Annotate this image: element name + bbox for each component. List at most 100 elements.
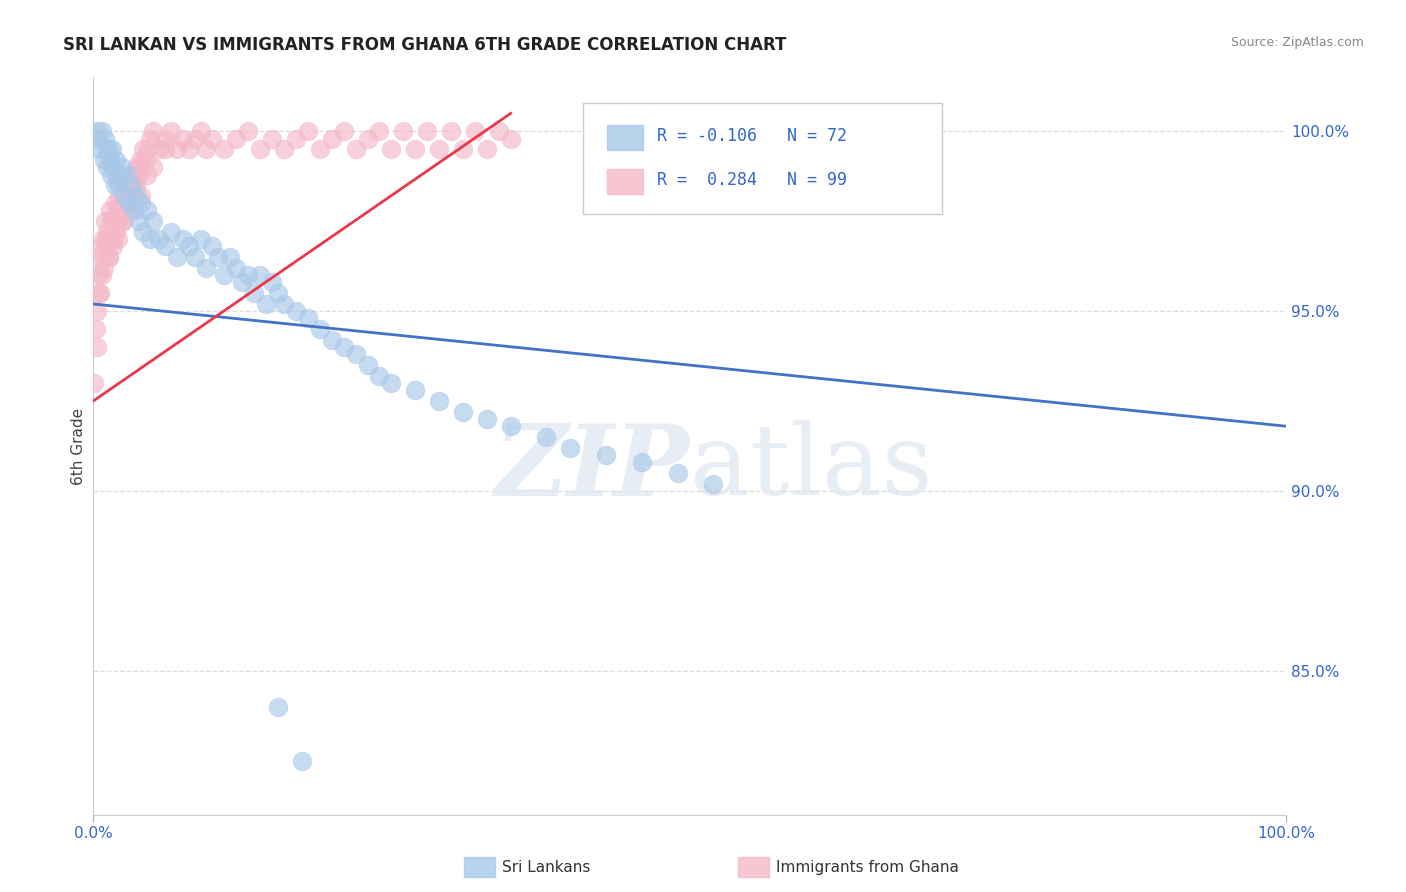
Point <box>115 168 138 182</box>
Point <box>96 239 118 253</box>
Point <box>89 142 111 156</box>
Point <box>120 189 142 203</box>
Point <box>536 430 558 444</box>
Point <box>190 232 212 246</box>
Point <box>159 225 181 239</box>
Text: SRI LANKAN VS IMMIGRANTS FROM GHANA 6TH GRADE CORRELATION CHART: SRI LANKAN VS IMMIGRANTS FROM GHANA 6TH … <box>63 36 786 54</box>
Point <box>111 214 134 228</box>
Y-axis label: 6th Grade: 6th Grade <box>72 408 86 484</box>
Point <box>87 268 110 283</box>
Point <box>214 142 236 156</box>
Point <box>666 466 689 480</box>
Point <box>238 268 260 283</box>
Point <box>249 142 271 156</box>
Point <box>238 124 260 138</box>
Point <box>103 232 125 246</box>
Point <box>267 699 290 714</box>
Point <box>225 260 247 275</box>
Text: ZIP: ZIP <box>495 420 689 516</box>
Point <box>112 189 135 203</box>
Point <box>291 754 314 768</box>
Point <box>111 214 134 228</box>
Point <box>91 232 114 246</box>
Point <box>97 250 120 264</box>
Text: Immigrants from Ghana: Immigrants from Ghana <box>776 860 959 874</box>
Point <box>172 232 194 246</box>
Point <box>93 153 115 168</box>
Point <box>142 214 165 228</box>
Point <box>249 268 271 283</box>
Point <box>108 178 131 193</box>
Point <box>153 131 176 145</box>
Point <box>128 214 150 228</box>
Point <box>103 161 125 175</box>
Point <box>89 286 111 301</box>
Point <box>273 297 295 311</box>
Point <box>475 142 498 156</box>
Point <box>110 203 132 218</box>
Point <box>122 203 145 218</box>
Point <box>104 178 127 193</box>
Point <box>129 161 152 175</box>
Point <box>120 178 142 193</box>
Point <box>104 153 127 168</box>
Point <box>96 232 118 246</box>
Point <box>96 142 118 156</box>
Point <box>132 142 155 156</box>
Point <box>101 214 124 228</box>
Point <box>100 232 122 246</box>
Text: atlas: atlas <box>689 420 932 516</box>
Point <box>121 178 143 193</box>
Point <box>118 203 141 218</box>
Point <box>273 142 295 156</box>
Point <box>225 131 247 145</box>
Point <box>148 232 170 246</box>
Point <box>475 412 498 426</box>
Point <box>148 142 170 156</box>
Point <box>499 419 522 434</box>
Point <box>332 124 354 138</box>
Point <box>101 142 124 156</box>
Point <box>440 124 463 138</box>
Point <box>243 286 266 301</box>
Point <box>94 131 117 145</box>
Point <box>127 161 149 175</box>
Point <box>114 203 136 218</box>
Point <box>183 250 205 264</box>
Point <box>104 196 127 211</box>
Point <box>107 214 129 228</box>
Point <box>404 383 426 397</box>
Point <box>111 161 134 175</box>
Point <box>98 203 121 218</box>
Point <box>201 131 224 145</box>
Point <box>404 142 426 156</box>
Point <box>84 131 107 145</box>
Point <box>142 124 165 138</box>
Point <box>129 196 152 211</box>
Point <box>183 131 205 145</box>
Point <box>488 124 510 138</box>
Point <box>103 239 125 253</box>
Point <box>262 131 284 145</box>
Point <box>172 131 194 145</box>
Point <box>142 161 165 175</box>
Point <box>201 239 224 253</box>
Point <box>214 268 236 283</box>
Point <box>177 239 200 253</box>
Point <box>104 225 127 239</box>
Point <box>125 189 148 203</box>
Point <box>98 153 121 168</box>
Point <box>97 142 120 156</box>
Text: Source: ZipAtlas.com: Source: ZipAtlas.com <box>1230 36 1364 49</box>
Point <box>332 340 354 354</box>
Point <box>464 124 486 138</box>
Text: R = -0.106   N = 72: R = -0.106 N = 72 <box>657 127 846 145</box>
Point <box>135 153 157 168</box>
Point <box>94 214 117 228</box>
Point <box>104 214 127 228</box>
Point <box>380 376 402 390</box>
Point <box>321 333 343 347</box>
Point <box>451 405 474 419</box>
Point <box>112 178 135 193</box>
Point <box>427 394 450 409</box>
